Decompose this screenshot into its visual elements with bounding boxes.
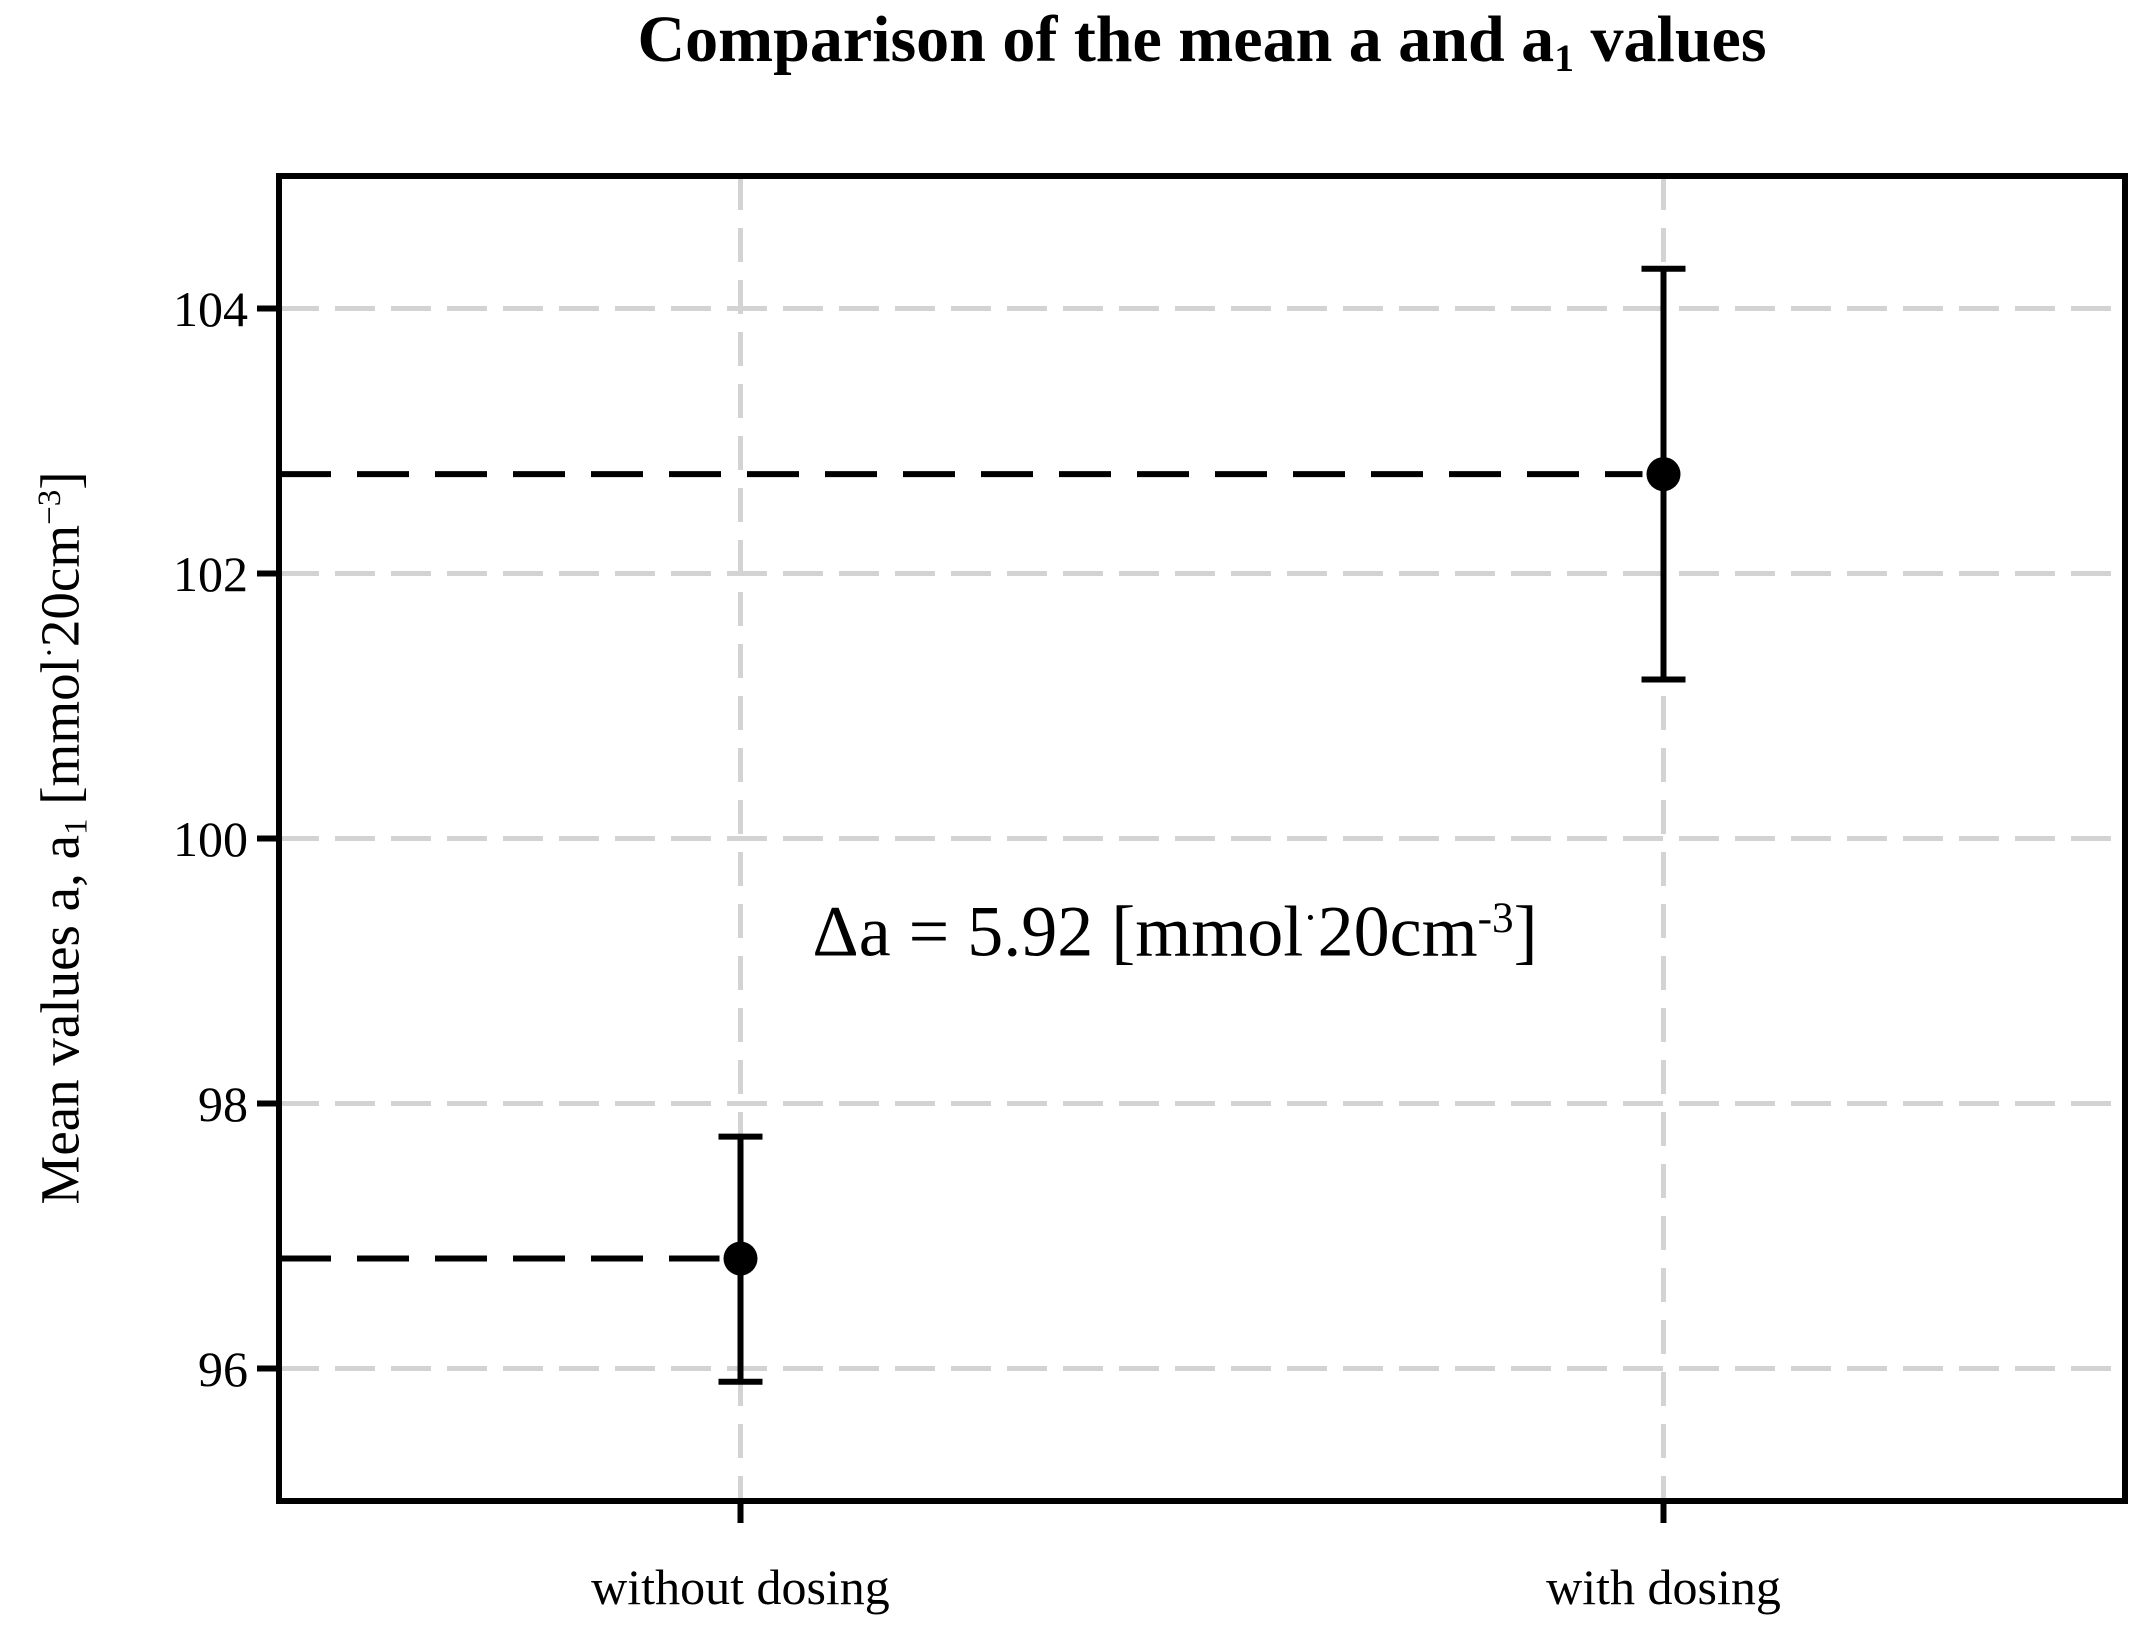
x-category-label: without dosing [591, 1559, 890, 1615]
text-segment: ] [1513, 891, 1538, 972]
y-tick-label: 104 [173, 280, 248, 337]
text-segment: Comparison of the mean a and a [637, 3, 1555, 76]
text-segment: · [1303, 894, 1318, 942]
delta-annotation: Δa = 5.92 [mmol·20cm-3] [812, 891, 1537, 974]
text-segment: values [1573, 3, 1767, 76]
text-segment: Δa = 5.92 [mmol [812, 891, 1304, 972]
data-point-marker [723, 1241, 758, 1276]
y-tick-label: 100 [173, 810, 248, 867]
y-tick-label: 102 [173, 545, 248, 602]
text-segment: -3 [1477, 894, 1514, 942]
text-segment: 20cm [1317, 891, 1478, 972]
text-segment: Mean values a, a [29, 835, 91, 1205]
text-segment: ] [29, 471, 91, 490]
chart-title: Comparison of the mean a and a1 values [279, 0, 2125, 98]
y-tick-label: 98 [198, 1075, 248, 1132]
y-tick-label: 96 [198, 1340, 248, 1397]
text-segment: −3 [32, 489, 69, 525]
x-category-label: with dosing [1546, 1559, 1781, 1615]
text-segment: · [32, 647, 69, 659]
text-segment: [mmol [29, 658, 91, 819]
data-point-marker [1646, 457, 1681, 492]
text-segment: 1 [1554, 35, 1574, 80]
